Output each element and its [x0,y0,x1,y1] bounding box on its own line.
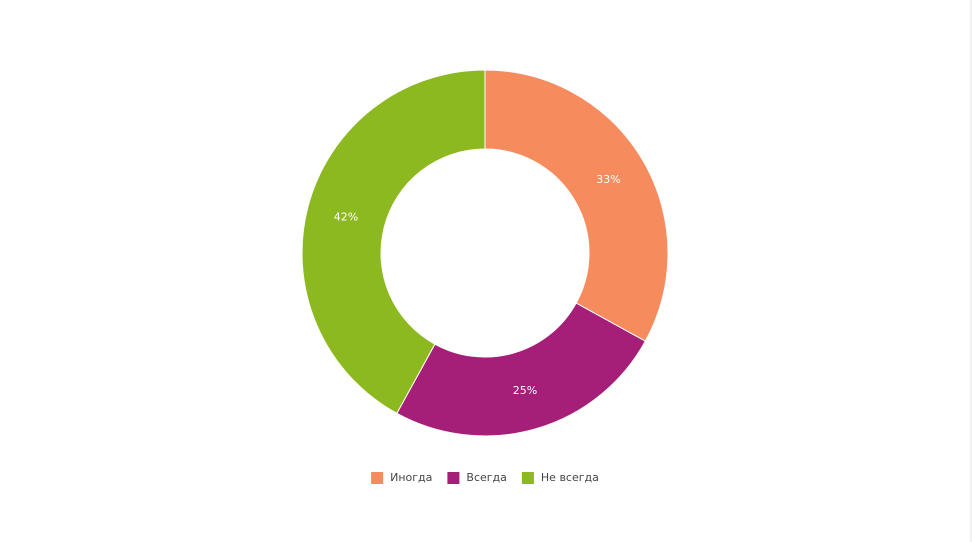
data-label: 33% [596,173,620,186]
legend-label: Не всегда [541,471,599,484]
data-label: 42% [334,210,358,223]
slice [484,69,669,342]
legend-swatch [521,472,534,484]
legend-swatch [447,472,460,484]
data-label: 25% [513,384,537,397]
legend-label: Всегда [466,471,507,484]
legend-label: Иногда [390,471,432,484]
legend: Иногда Всегда Не всегда [371,471,599,484]
legend-swatch [371,472,384,484]
slice [301,69,486,415]
slice [396,302,647,437]
